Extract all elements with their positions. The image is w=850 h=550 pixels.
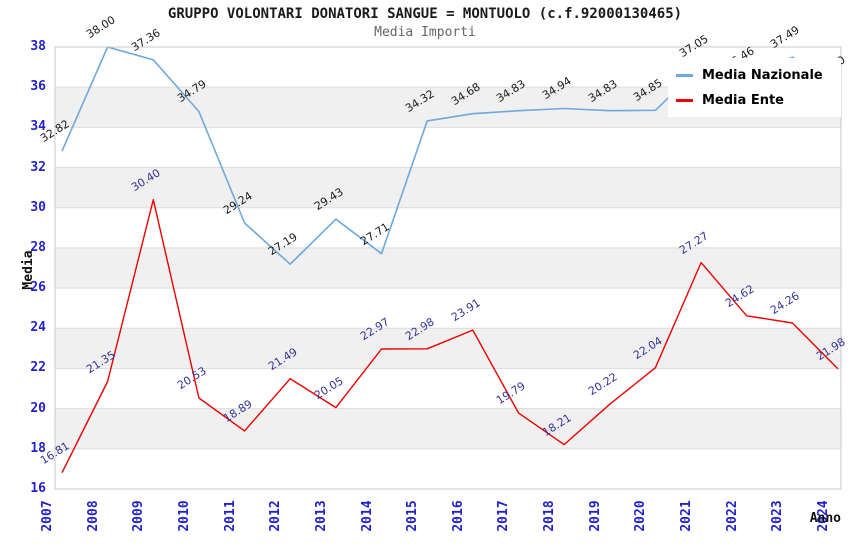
x-tick-label: 2023 — [770, 500, 786, 532]
y-tick-label: 34 — [30, 119, 46, 135]
plot-border — [54, 46, 842, 490]
x-tick-label: 2018 — [542, 500, 558, 532]
x-tick-label: 2016 — [450, 500, 466, 532]
x-tick-label: 2017 — [496, 500, 512, 532]
band — [55, 127, 841, 168]
band — [55, 247, 841, 289]
x-tick-label: 2020 — [633, 500, 649, 532]
ente-line-swatch-icon — [676, 99, 693, 102]
x-tick-label: 2022 — [724, 500, 740, 532]
x-tick-label: 2014 — [359, 500, 375, 532]
x-tick-label: 2012 — [268, 500, 284, 532]
chart-title: GRUPPO VOLONTARI DONATORI SANGUE = MONTU… — [167, 6, 683, 22]
x-tick-label: 2011 — [222, 500, 238, 532]
plot-frame — [54, 46, 842, 490]
y-tick-label: 20 — [30, 400, 46, 416]
band — [55, 288, 841, 329]
background-bands — [55, 47, 841, 489]
x-axis-title: Anno — [809, 511, 841, 526]
y-tick-label: 32 — [30, 159, 46, 175]
x-tick-label: 2007 — [40, 500, 55, 532]
band — [55, 368, 841, 409]
legend-label-ente: Media Ente — [702, 93, 784, 108]
nazionale-line-swatch-icon — [676, 74, 693, 77]
y-tick-label: 28 — [30, 239, 46, 255]
x-tick-label: 2009 — [131, 500, 147, 532]
y-tick-label: 26 — [30, 280, 46, 296]
y-tick-label: 38 — [30, 39, 46, 54]
x-tick-label: 2008 — [85, 500, 101, 532]
y-tick-label: 30 — [30, 199, 46, 215]
y-tick-label: 24 — [30, 320, 46, 336]
x-tick-label: 2010 — [176, 500, 192, 532]
band — [55, 167, 841, 208]
x-tick-label: 2021 — [679, 500, 695, 532]
chart-subtitle: Media Importi — [374, 25, 476, 40]
y-tick-label: 22 — [30, 360, 46, 376]
legend: Media Nazionale Media Ente — [668, 58, 841, 117]
x-tick-label: 2013 — [313, 500, 329, 532]
band — [55, 408, 841, 449]
legend-item-media-ente: Media Ente — [668, 88, 841, 113]
legend-item-media-nazionale: Media Nazionale — [668, 63, 841, 88]
y-tick-label: 36 — [30, 79, 46, 95]
band — [55, 328, 841, 369]
x-tick-label: 2019 — [587, 500, 603, 532]
line-media-ente — [61, 198, 839, 474]
band — [55, 207, 841, 248]
band — [55, 448, 841, 489]
x-tick-label: 2015 — [405, 500, 421, 532]
y-tick-label: 16 — [30, 481, 46, 496]
legend-label-nazionale: Media Nazionale — [702, 68, 823, 83]
y-tick-label: 18 — [30, 440, 46, 456]
